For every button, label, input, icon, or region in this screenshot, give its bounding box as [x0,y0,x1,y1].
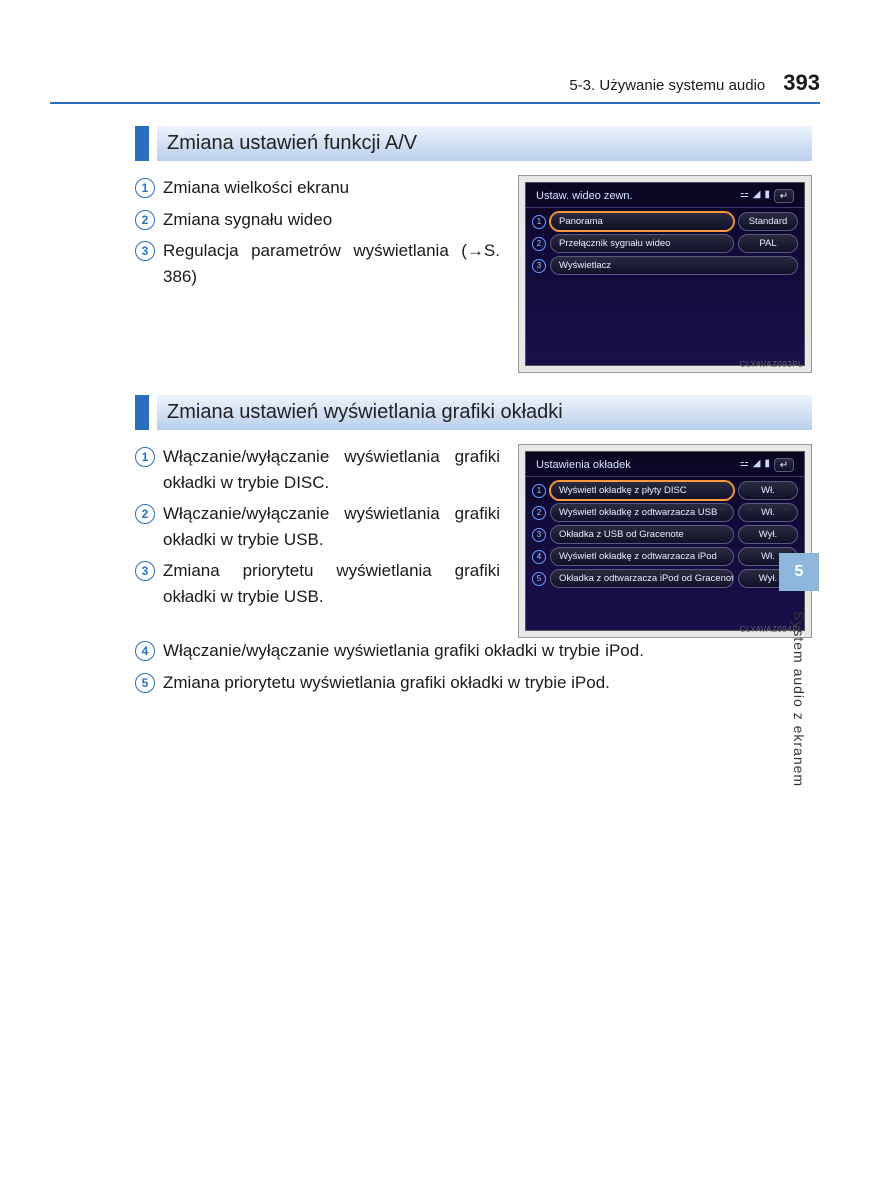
screen-value-button[interactable]: Wł. [738,481,798,500]
section2-screen-col: Ustawienia okładek ⚍ ◢ ▮ ↵ 1 Wyświetl okł… [518,444,812,638]
screen-row: 4Wyświetl okładkę z odtwarzacza iPodWł. [526,547,804,569]
section1-list: 1 Zmiana wielkości ekranu 2 Zmiana sygnału … [135,175,500,295]
signal-icon: ◢ [753,189,761,203]
screen-title: Ustawienia okładek [536,459,631,471]
list-marker: 3 [135,561,155,581]
screen-row: 3 Wyświetlacz [526,256,804,278]
back-icon[interactable]: ↵ [774,189,794,203]
list-item-text: Włączanie/wyłączanie wyświetlania grafik… [163,638,812,664]
screen-titlebar-av: Ustaw. wideo zewn. ⚍ ◢ ▮ ↵ [526,183,804,207]
battery-icon: ▮ [764,458,770,472]
screen-row-marker: 4 [532,550,546,564]
list-item: 5 Zmiana priorytetu wyświetlania grafiki … [135,670,812,696]
screen-option-button[interactable]: Wyświetlacz [550,256,798,275]
screen-row-marker: 2 [532,506,546,520]
list-item: 3 Regulacja parametrów wyświetlania (→S. … [135,238,500,289]
screen-option-button[interactable]: Wyświetl okładkę z płyty DISC [550,481,734,500]
screen-option-button[interactable]: Wyświetl okładkę z odtwarzacza iPod [550,547,734,566]
screen-value-button[interactable]: Standard [738,212,798,231]
screen-row-marker: 5 [532,572,546,586]
section-heading-av: Zmiana ustawień funkcji A/V [135,126,812,161]
list-item: 1 Włączanie/wyłączanie wyświetlania grafi… [135,444,500,495]
screen-row-marker: 2 [532,237,546,251]
list-item-text: Zmiana priorytetu wyświetlania grafiki o… [163,558,500,609]
screen-value-button[interactable]: Wł. [738,503,798,522]
page-header: 5-3. Używanie systemu audio 393 [50,70,820,102]
section-title: Zmiana ustawień wyświetlania grafiki okł… [157,395,812,430]
status-icons: ⚍ ◢ ▮ ↵ [740,458,794,472]
screen-row: 5 Okładka z odtwarzacza iPod od Gracenote… [526,569,804,591]
section-mark [135,126,149,161]
screen-rows-av: 1 PanoramaStandard 2 Przełącznik sygnału wi… [526,212,804,278]
screen-row: 2 Wyświetl okładkę z odtwarzacza USBWł. [526,503,804,525]
screen-inner-cover: Ustawienia okładek ⚍ ◢ ▮ ↵ 1 Wyświetl okł… [525,451,805,631]
screen-row: 1 Wyświetl okładkę z płyty DISCWł. [526,481,804,503]
header-rule [50,102,820,104]
screen-row-marker: 3 [532,528,546,542]
page-number: 393 [783,70,820,96]
screen-row: 2 Przełącznik sygnału wideoPAL [526,234,804,256]
screen-option-button[interactable]: Wyświetl okładkę z odtwarzacza USB [550,503,734,522]
screen-frame-cover: Ustawienia okładek ⚍ ◢ ▮ ↵ 1 Wyświetl okł… [518,444,812,638]
screen-option-button[interactable]: Okładka z odtwarzacza iPod od Gracenote [550,569,734,588]
list-item-text: Zmiana sygnału wideo [163,207,500,233]
screen-titlebar-cover: Ustawienia okładek ⚍ ◢ ▮ ↵ [526,452,804,476]
bluetooth-icon: ⚍ [740,189,749,203]
list-item: 4 Włączanie/wyłączanie wyświetlania grafi… [135,638,812,664]
body-content: Zmiana ustawień funkcji A/V 1 Zmiana wiel… [50,126,820,695]
section1-body: 1 Zmiana wielkości ekranu 2 Zmiana sygnału … [135,175,812,373]
chapter-number-box: 5 [779,553,819,591]
screen-title: Ustaw. wideo zewn. [536,190,633,202]
screen-row: 3 Okładka z USB od GracenoteWył. [526,525,804,547]
screen-row-marker: 1 [532,215,546,229]
list-marker: 1 [135,447,155,467]
section-title: Zmiana ustawień funkcji A/V [157,126,812,161]
section-reference: 5-3. Używanie systemu audio [569,77,765,94]
section-heading-cover: Zmiana ustawień wyświetlania grafiki okł… [135,395,812,430]
chapter-side-tab: 5 System audio z ekranem [779,553,819,787]
battery-icon: ▮ [764,189,770,203]
list-item-text: Regulacja parametrów wyświetlania (→S. 3… [163,238,500,289]
screen-value-button[interactable]: PAL [738,234,798,253]
screen-row-marker: 3 [532,259,546,273]
list-marker: 3 [135,241,155,261]
list-item: 2 Zmiana sygnału wideo [135,207,500,233]
screen-code: CLYAVAZ093PL [740,360,803,369]
screen-option-button[interactable]: Przełącznik sygnału wideo [550,234,734,253]
list-item: 1 Zmiana wielkości ekranu [135,175,500,201]
list-marker: 2 [135,504,155,524]
section1-screen-col: Ustaw. wideo zewn. ⚍ ◢ ▮ ↵ 1 PanoramaStan… [518,175,812,373]
status-icons: ⚍ ◢ ▮ ↵ [740,189,794,203]
screen-option-button[interactable]: Panorama [550,212,734,231]
list-item-text: Zmiana priorytetu wyświetlania grafiki o… [163,670,812,696]
signal-icon: ◢ [753,458,761,472]
screen-divider [526,476,804,477]
section2-list-left: 1 Włączanie/wyłączanie wyświetlania grafi… [135,444,500,615]
screen-rows-cover: 1 Wyświetl okładkę z płyty DISCWł. 2 Wyświe… [526,481,804,591]
list-item-text: Włączanie/wyłączanie wyświetlania grafik… [163,501,500,552]
list-marker: 1 [135,178,155,198]
screen-value-button[interactable]: Wył. [738,525,798,544]
list-item-text: Zmiana wielkości ekranu [163,175,500,201]
screen-option-button[interactable]: Okładka z USB od Gracenote [550,525,734,544]
screen-inner-av: Ustaw. wideo zewn. ⚍ ◢ ▮ ↵ 1 PanoramaStan… [525,182,805,366]
list-marker: 5 [135,673,155,693]
list-item: 2 Włączanie/wyłączanie wyświetlania grafi… [135,501,500,552]
list-item: 3 Zmiana priorytetu wyświetlania grafiki … [135,558,500,609]
screen-row-marker: 1 [532,484,546,498]
screen-divider [526,207,804,208]
section-mark [135,395,149,430]
back-icon[interactable]: ↵ [774,458,794,472]
list-marker: 4 [135,641,155,661]
list-marker: 2 [135,210,155,230]
section2-list-full: 4 Włączanie/wyłączanie wyświetlania grafi… [135,638,812,695]
chapter-label: System audio z ekranem [791,611,807,787]
section2-body: 1 Włączanie/wyłączanie wyświetlania grafi… [135,444,812,695]
bluetooth-icon: ⚍ [740,458,749,472]
screen-frame-av: Ustaw. wideo zewn. ⚍ ◢ ▮ ↵ 1 PanoramaStan… [518,175,812,373]
list-item-text: Włączanie/wyłączanie wyświetlania grafik… [163,444,500,495]
screen-row: 1 PanoramaStandard [526,212,804,234]
page-content: 5-3. Używanie systemu audio 393 Zmiana u… [50,70,820,713]
